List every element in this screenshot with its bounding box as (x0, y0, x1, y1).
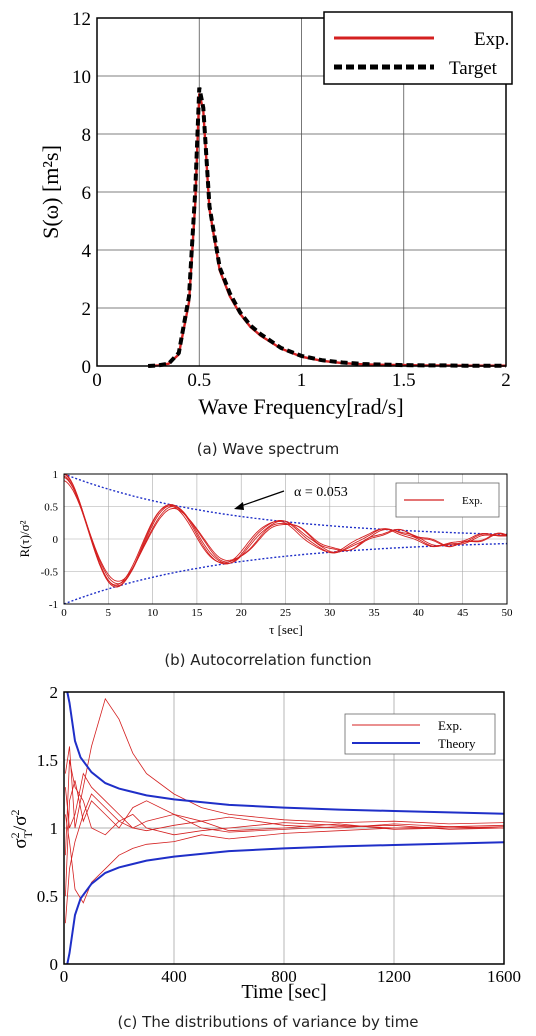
panel-a-ytick-label: 10 (72, 67, 91, 88)
panel-a-ytick-label: 0 (82, 357, 92, 378)
panel-a-xtick-label: 1.5 (392, 370, 416, 391)
panel-c-legend-exp-label: Exp. (438, 718, 462, 733)
series-target-line (147, 87, 506, 368)
panel-c-ytick-label: 1.5 (37, 751, 58, 770)
caption-a: (a) Wave spectrum (197, 440, 340, 458)
panel-b-tick-labels: 0 5 10 15 20 25 30 35 40 45 50 -1 -0.5 0 0.5 1 (41, 469, 513, 619)
panel-a-legend-exp-label: Exp. (474, 29, 509, 50)
series-exp-realization (63, 473, 508, 588)
series-exp-realization (63, 475, 508, 586)
panel-b-ytick-label: 1 (53, 469, 59, 481)
panel-b-xtick-label: 40 (413, 607, 425, 619)
panel-c-legend-box (344, 713, 496, 755)
panel-b-xtick-label: 35 (369, 607, 381, 619)
panel-c-xtick-label: 1600 (487, 967, 521, 986)
panel-c-xtick-label: 0 (60, 967, 69, 986)
panel-b-annotation: α = 0.053 (234, 485, 348, 510)
panel-a-ytick-label: 4 (82, 241, 92, 262)
panel-c-tick-labels: 0 400 800 1200 1600 0 0.5 1 1.5 2 (37, 683, 521, 986)
panel-c-plot-frame (63, 691, 505, 965)
panel-a-ytick-label: 12 (72, 9, 91, 30)
panel-c-series (65, 691, 505, 965)
panel-b-ytick-label: -0.5 (41, 567, 59, 579)
panel-b-xtick-label: 20 (236, 607, 248, 619)
series-theory-lower (66, 841, 505, 965)
panel-b-ytick-label: 0.5 (44, 502, 58, 514)
panel-b-series (63, 473, 508, 605)
panel-c-ytick-label: 0.5 (37, 887, 58, 906)
panel-c-ytick-label: 0 (50, 955, 59, 974)
caption-c: (c) The distributions of variance by tim… (117, 1013, 418, 1031)
panel-a-ylabel: S(ω) [m²s] (38, 145, 63, 239)
caption-b: (b) Autocorrelation function (164, 651, 371, 669)
panel-a-xtick-label: 0.5 (187, 370, 211, 391)
panel-a-tick-labels: 0 0.5 1 1.5 2 0 2 4 6 8 10 12 (72, 9, 511, 391)
panel-a-xlabel: Wave Frequency[rad/s] (198, 394, 403, 419)
panel-b-autocorrelation: 0 5 10 15 20 25 30 35 40 45 50-1-0.500.51 τ [sec] … (17, 469, 513, 669)
panel-a-legend: Exp. Target (323, 11, 513, 85)
panel-a-xtick-label: 2 (501, 370, 511, 391)
panel-a-ytick-label: 6 (82, 183, 92, 204)
panel-b-ylabel: R(τ)/σ² (17, 520, 32, 557)
series-exp-trace (65, 780, 505, 897)
series-exp-trace (65, 772, 505, 833)
panel-c-ylabel: σ2T/σ2 (8, 809, 35, 848)
panel-a-ytick-label: 2 (82, 299, 92, 320)
panel-a-xtick-label: 1 (297, 370, 307, 391)
panel-b-legend-exp-label: Exp. (462, 495, 483, 507)
series-exp-trace (65, 793, 505, 924)
panel-c-xtick-label: 1200 (377, 967, 411, 986)
series-exp-trace (65, 697, 505, 829)
panel-c-ytick-label: 1 (50, 819, 59, 838)
panel-b-xtick-label: 30 (324, 607, 336, 619)
annotation-arrow (237, 490, 285, 508)
series-exp-realization (63, 480, 508, 582)
panel-c-variance: 0 400 800 1200 1600 0 0.5 1 1.5 2 Time [sec] σ2T/… (8, 683, 521, 1031)
panel-c-xtick-label: 400 (161, 967, 187, 986)
panel-b-xtick-label: 15 (191, 607, 203, 619)
panel-a-plot-frame (96, 17, 507, 367)
panel-a-wave-spectrum: 0 0.5 1 1.5 2 0 2 4 6 8 10 12 Wave Frequency[rad/s]… (38, 9, 513, 458)
panel-a-series (147, 87, 506, 368)
panel-b-xtick-label: 45 (457, 607, 469, 619)
panel-a-xtick-label: 0 (92, 370, 102, 391)
panel-b-legend: Exp. (395, 482, 500, 518)
panel-b-xtick-label: 50 (502, 607, 514, 619)
envelope-upper (63, 473, 508, 536)
panel-c-legend-theory-label: Theory (438, 736, 476, 751)
annotation-arrowhead (234, 502, 244, 510)
panel-b-xtick-label: 5 (106, 607, 112, 619)
panel-b-xtick-label: 0 (61, 607, 67, 619)
series-theory-upper (66, 691, 505, 815)
panel-a-legend-box (323, 11, 513, 85)
envelope-lower (63, 542, 508, 605)
panel-b-ytick-label: -1 (49, 599, 58, 611)
annotation-alpha: α = 0.053 (294, 485, 348, 500)
panel-c-xlabel: Time [sec] (241, 981, 326, 1003)
panel-c-ytick-label: 2 (50, 683, 59, 702)
panel-b-plot-frame (63, 473, 508, 605)
panel-b-xtick-label: 10 (147, 607, 159, 619)
panel-a-ytick-label: 8 (82, 125, 92, 146)
panel-b-xlabel: τ [sec] (269, 622, 303, 637)
panel-c-xtick-label: 800 (271, 967, 297, 986)
panel-b-ytick-label: 0 (53, 534, 59, 546)
panel-c-legend: Exp. Theory (344, 713, 496, 755)
panel-a-legend-target-label: Target (449, 58, 498, 79)
panel-b-xtick-label: 25 (280, 607, 292, 619)
